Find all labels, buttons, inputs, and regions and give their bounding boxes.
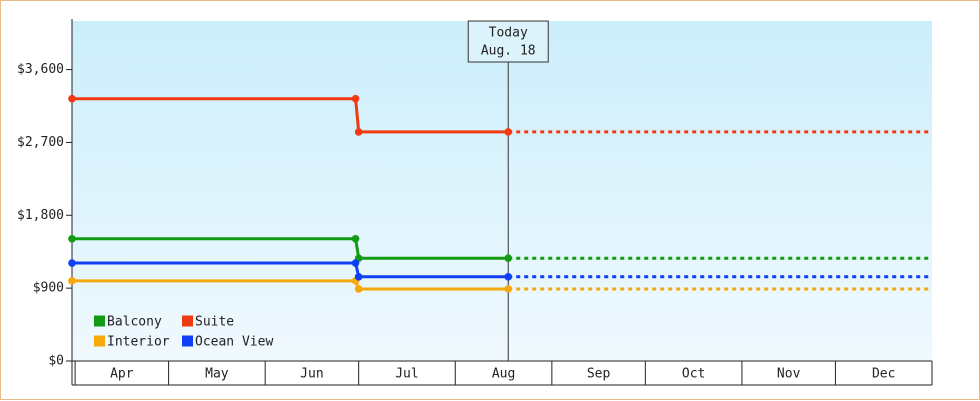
data-point-balcony xyxy=(68,234,76,243)
y-tick-label: $1,800 xyxy=(17,208,64,223)
data-point-interior xyxy=(504,285,513,293)
legend-swatch-balcony xyxy=(94,315,105,327)
data-point-interior xyxy=(68,277,76,285)
legend-swatch-interior xyxy=(94,335,105,347)
today-label: Today xyxy=(489,26,528,41)
data-point-ocean-view xyxy=(351,259,360,267)
plot-area xyxy=(72,21,932,361)
data-point-balcony xyxy=(351,234,360,243)
data-point-ocean-view xyxy=(354,273,363,281)
today-date-label: Aug. 18 xyxy=(481,44,536,59)
legend-label-suite: Suite xyxy=(195,315,234,330)
month-label: Jul xyxy=(395,367,418,382)
month-label: May xyxy=(205,367,229,382)
data-point-suite xyxy=(354,128,363,136)
legend-label-balcony: Balcony xyxy=(107,315,162,330)
data-point-ocean-view xyxy=(68,259,76,267)
data-point-ocean-view xyxy=(504,273,513,281)
data-point-balcony xyxy=(504,254,513,262)
series-line-balcony xyxy=(72,237,509,260)
legend-swatch-suite xyxy=(182,315,193,327)
data-point-interior xyxy=(354,285,363,293)
month-label: Nov xyxy=(777,367,801,382)
series-line-ocean-view xyxy=(72,261,509,279)
month-label: Apr xyxy=(110,367,134,382)
legend-label-interior: Interior xyxy=(107,335,170,350)
month-label: Sep xyxy=(587,367,611,382)
data-point-suite xyxy=(504,128,513,136)
data-point-suite xyxy=(68,94,76,103)
today-box xyxy=(467,20,549,63)
month-label: Dec xyxy=(872,367,895,382)
legend-label-ocean-view: Ocean View xyxy=(195,335,273,350)
month-label: Oct xyxy=(682,367,705,382)
y-tick-label: $2,700 xyxy=(17,135,64,150)
month-label: Aug xyxy=(492,367,515,382)
series-line-interior xyxy=(72,279,509,291)
y-tick-label: $0 xyxy=(48,354,64,369)
y-tick-label: $3,600 xyxy=(17,62,64,77)
series-line-suite xyxy=(72,97,509,134)
legend-swatch-ocean-view xyxy=(182,335,193,347)
data-point-suite xyxy=(351,94,360,103)
y-tick-label: $900 xyxy=(33,281,64,296)
month-label: Jun xyxy=(300,367,323,382)
